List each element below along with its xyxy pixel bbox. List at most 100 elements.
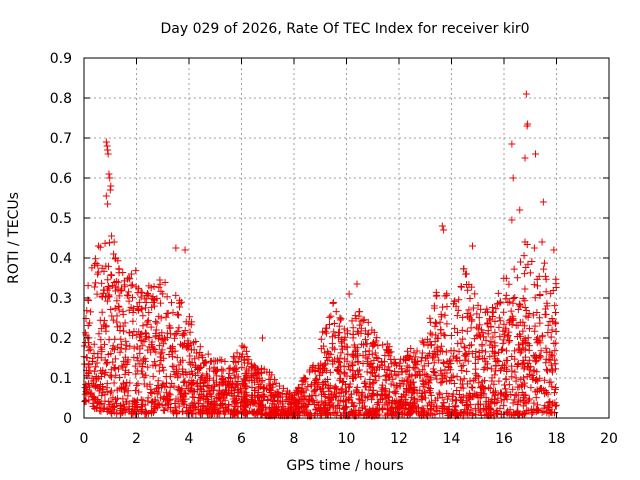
- data-point: [159, 290, 167, 298]
- y-tick-label: 0.4: [50, 251, 72, 267]
- data-point: [367, 369, 375, 377]
- data-point: [210, 404, 218, 412]
- data-point: [304, 400, 312, 408]
- data-point: [101, 356, 109, 364]
- data-point: [418, 349, 426, 357]
- data-point: [482, 336, 490, 344]
- y-tick-label: 0.5: [50, 211, 72, 227]
- data-point: [500, 331, 508, 339]
- data-point: [116, 348, 124, 356]
- data-point: [457, 282, 465, 290]
- data-point: [327, 390, 335, 398]
- data-point: [403, 386, 411, 394]
- data-point: [547, 351, 555, 359]
- data-point: [427, 341, 435, 349]
- data-point: [209, 376, 217, 384]
- data-point: [381, 387, 389, 395]
- data-point: [284, 407, 292, 415]
- data-point: [199, 407, 207, 415]
- outlier-point: [110, 238, 118, 246]
- data-point: [97, 400, 105, 408]
- data-point: [105, 239, 113, 247]
- data-point: [521, 382, 529, 390]
- data-point: [336, 316, 344, 324]
- data-point: [324, 384, 332, 392]
- data-point: [454, 340, 462, 348]
- data-point: [505, 328, 513, 336]
- data-point: [175, 361, 183, 369]
- data-point: [397, 396, 405, 404]
- data-point: [408, 379, 416, 387]
- data-point: [469, 304, 477, 312]
- data-point: [195, 408, 203, 416]
- data-point: [127, 270, 135, 278]
- data-point: [302, 386, 310, 394]
- data-point: [164, 309, 172, 317]
- data-point: [348, 317, 356, 325]
- data-point: [361, 393, 369, 401]
- data-point: [94, 350, 102, 358]
- data-point: [115, 365, 123, 373]
- data-point: [419, 366, 427, 374]
- data-point: [426, 338, 434, 346]
- data-point: [383, 405, 391, 413]
- data-point: [475, 352, 483, 360]
- data-point: [301, 375, 309, 383]
- data-point: [407, 380, 415, 388]
- data-point: [417, 357, 425, 365]
- data-point: [177, 358, 185, 366]
- data-point: [145, 309, 153, 317]
- data-point: [536, 314, 544, 322]
- data-point: [345, 383, 353, 391]
- data-point: [130, 344, 138, 352]
- data-point: [455, 348, 463, 356]
- data-point: [495, 323, 503, 331]
- data-point: [174, 373, 182, 381]
- data-point: [360, 341, 368, 349]
- data-point: [350, 402, 358, 410]
- outlier-point: [539, 198, 547, 206]
- y-tick-label: 0.3: [50, 291, 72, 307]
- data-point: [121, 283, 129, 291]
- data-point: [439, 403, 447, 411]
- data-point: [142, 304, 150, 312]
- data-point: [311, 387, 319, 395]
- data-point: [139, 370, 147, 378]
- data-point: [522, 263, 530, 271]
- y-tick-label: 0: [63, 411, 72, 427]
- data-point: [407, 345, 415, 353]
- data-point: [378, 381, 386, 389]
- data-point: [132, 370, 140, 378]
- data-point: [341, 333, 349, 341]
- data-point: [157, 336, 165, 344]
- data-point: [459, 335, 467, 343]
- data-point: [486, 341, 494, 349]
- data-point: [426, 350, 434, 358]
- data-point: [191, 363, 199, 371]
- data-point: [431, 369, 439, 377]
- data-point: [105, 291, 113, 299]
- data-point: [542, 366, 550, 374]
- data-point: [353, 327, 361, 335]
- data-point: [547, 290, 555, 298]
- data-point: [472, 391, 480, 399]
- data-point: [361, 402, 369, 410]
- data-point: [155, 312, 163, 320]
- data-point: [468, 384, 476, 392]
- data-point: [144, 316, 152, 324]
- data-point: [436, 390, 444, 398]
- data-point: [453, 353, 461, 361]
- data-point: [290, 395, 298, 403]
- data-point: [104, 282, 112, 290]
- data-point: [124, 292, 132, 300]
- data-point: [551, 302, 559, 310]
- data-point: [237, 384, 245, 392]
- data-point: [411, 387, 419, 395]
- data-point: [514, 321, 522, 329]
- data-point: [129, 317, 137, 325]
- data-point: [470, 376, 478, 384]
- x-tick-label: 6: [237, 431, 246, 447]
- data-point: [545, 404, 553, 412]
- data-point: [533, 282, 541, 290]
- data-point: [312, 375, 320, 383]
